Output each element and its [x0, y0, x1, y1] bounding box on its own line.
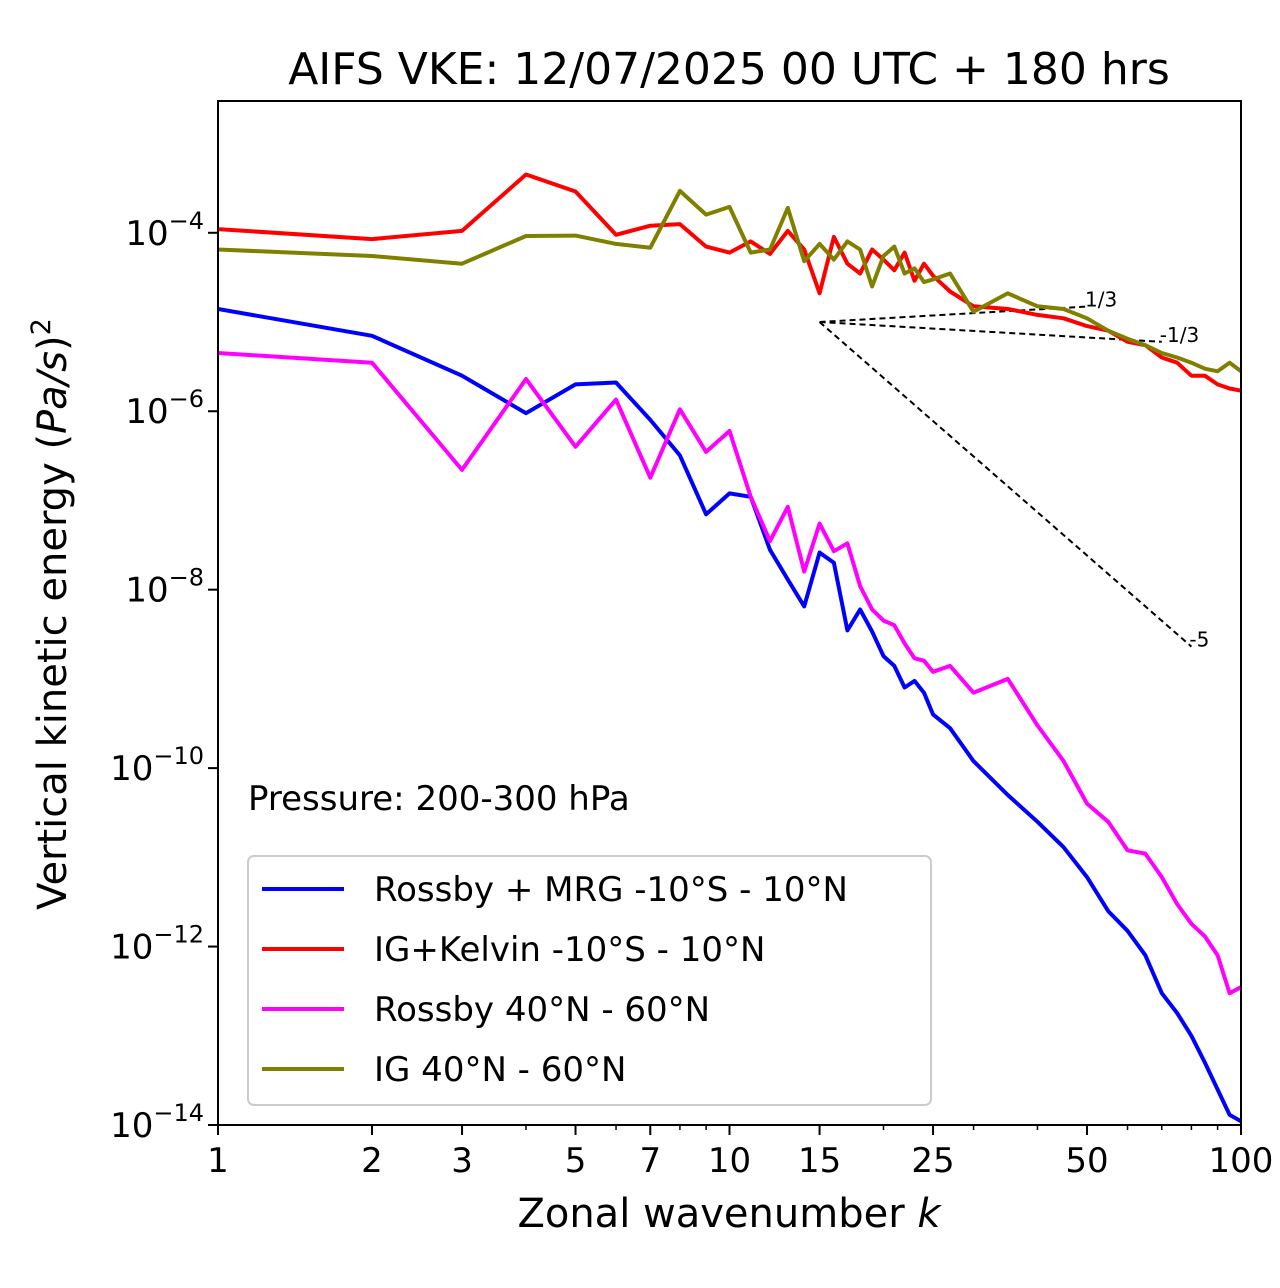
slope-label-3: -5: [1189, 628, 1209, 652]
series-line-1: [218, 307, 1241, 1124]
x-tick-label-2: 2: [361, 1141, 383, 1181]
x-tick-label-3: 3: [451, 1141, 473, 1181]
slope-label-1: 1/3: [1085, 288, 1117, 312]
x-axis-label-text: Zonal wavenumber: [517, 1191, 905, 1237]
slope-line-1: [819, 305, 1088, 324]
y-tick-label-1: 10−4: [125, 207, 204, 254]
legend-label-3: Rossby 40°N - 60°N: [374, 990, 710, 1030]
y-tick-label-2: 10−6: [125, 385, 204, 432]
y-tick-label-6: 10−14: [110, 1099, 204, 1146]
y-axis-label-power: 2: [26, 318, 57, 335]
slope-line-3: [818, 321, 1193, 648]
legend-label-1: Rossby + MRG -10°S - 10°N: [374, 870, 848, 910]
x-tick-label-4: 5: [565, 1141, 587, 1181]
x-axis-label: Zonal wavenumber k: [517, 1191, 942, 1237]
x-tick-label-7: 15: [798, 1141, 841, 1181]
x-tick-label-5: 7: [639, 1141, 661, 1181]
series-line-4: [218, 188, 1241, 374]
slope-line-2: [819, 321, 1162, 343]
x-tick-label-10: 100: [1209, 1141, 1274, 1181]
y-axis-ticks: 10−4 10−6 10−8 10−10 10−12 10−14: [110, 207, 218, 1146]
reference-slope-lines: 1/3 -1/3 -5: [818, 288, 1209, 652]
x-tick-label-1: 1: [207, 1141, 229, 1181]
x-tick-label-6: 10: [708, 1141, 751, 1181]
x-tick-label-9: 50: [1065, 1141, 1108, 1181]
x-tick-label-8: 25: [911, 1141, 954, 1181]
y-tick-label-3: 10−8: [125, 564, 204, 611]
legend-box: [247, 855, 932, 1106]
pressure-annotation: Pressure: 200-300 hPa: [248, 779, 630, 819]
y-axis-label-symbol: Pa/s: [30, 351, 76, 434]
legend: Rossby + MRG -10°S - 10°N IG+Kelvin -10°S…: [247, 855, 932, 1106]
y-tick-label-4: 10−10: [110, 742, 204, 789]
y-axis-label: Vertical kinetic energy (Pa/s)2: [26, 318, 76, 910]
legend-label-4: IG 40°N - 60°N: [374, 1050, 626, 1090]
y-axis-label-end: ): [30, 335, 76, 351]
legend-label-2: IG+Kelvin -10°S - 10°N: [374, 930, 765, 970]
plot-area: 1/3 -1/3 -5: [218, 172, 1241, 1124]
x-axis-label-symbol: k: [917, 1191, 942, 1237]
series-lines: [218, 172, 1241, 1124]
y-axis-label-text: Vertical kinetic energy (: [30, 434, 76, 910]
y-tick-label-5: 10−12: [110, 921, 204, 968]
series-line-3: [218, 351, 1241, 996]
x-axis-minor-ticks: [371, 1125, 1219, 1130]
slope-label-2: -1/3: [1160, 323, 1199, 347]
x-axis-ticks: 1 2 3 5 7 10 15 25 50 100: [207, 1125, 1273, 1181]
chart-title: AIFS VKE: 12/07/2025 00 UTC + 180 hrs: [288, 44, 1170, 95]
